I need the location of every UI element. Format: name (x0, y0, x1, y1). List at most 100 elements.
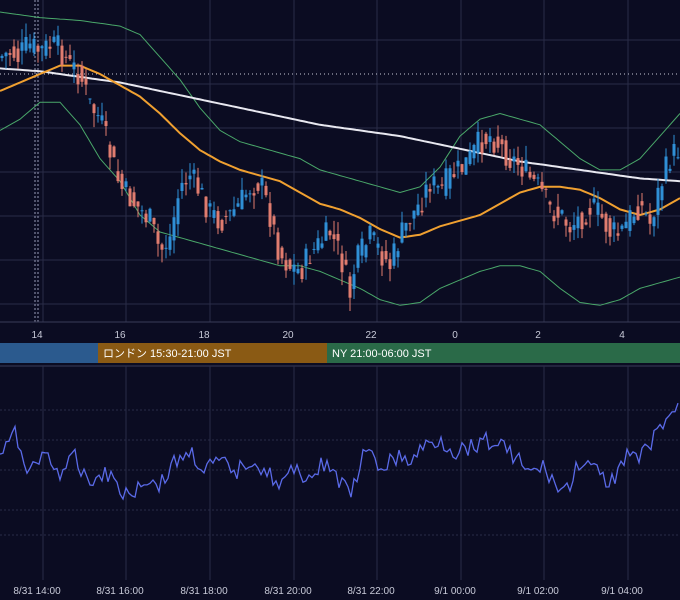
candle-body (72, 62, 76, 70)
candle-body (416, 204, 420, 216)
candle-body (672, 143, 676, 156)
oscillator-grid (0, 366, 680, 580)
candle-body (40, 46, 44, 49)
candle-body (44, 40, 48, 56)
candle-body (360, 238, 364, 256)
candle-body (500, 139, 504, 145)
candle-body (540, 181, 544, 190)
candle-body (520, 166, 524, 177)
candle-body (528, 171, 532, 178)
candle-body (240, 189, 244, 210)
candle-body (272, 216, 276, 225)
candle-body (484, 133, 488, 145)
x-axis-tick-label: 8/31 16:00 (96, 586, 144, 597)
session-segment (98, 343, 327, 363)
candle-body (372, 232, 376, 236)
session-segment (0, 343, 98, 363)
x-axis-tick-label: 8/31 22:00 (347, 586, 395, 597)
candle-body (108, 144, 112, 158)
candle-body (252, 193, 256, 196)
candle-body (636, 206, 640, 220)
candle-body (152, 217, 156, 225)
candle-body (472, 144, 476, 159)
candle-body (216, 211, 220, 229)
candle-body (664, 156, 668, 180)
candle-body (544, 188, 548, 190)
candle-body (572, 225, 576, 230)
candle-body (244, 194, 248, 198)
candle-body (568, 227, 572, 233)
candle-body (36, 45, 40, 52)
candle-body (536, 177, 540, 179)
candle-body (164, 247, 168, 249)
candle-body (584, 222, 588, 225)
candle-body (56, 35, 60, 46)
candle-body (448, 168, 452, 189)
x-axis-tick-label: 22 (365, 330, 377, 341)
bollinger-bands (0, 11, 680, 306)
x-axis-tick-label: 8/31 20:00 (264, 586, 312, 597)
candle-body (436, 185, 440, 188)
main-x-axis-ticks: 14 16 18 20 22 0 2 4 (31, 330, 625, 341)
candle-body (480, 142, 484, 154)
moving-average-short-line (0, 64, 680, 239)
session-segment (327, 343, 680, 363)
candle-body (384, 251, 388, 260)
candle-body (316, 238, 320, 251)
candle-body (324, 222, 328, 241)
candle-body (604, 213, 608, 232)
candle-body (12, 46, 16, 58)
moving-averages (0, 64, 680, 239)
candle-body (440, 184, 444, 186)
x-axis-tick-label: 14 (31, 330, 43, 341)
candle-body (652, 217, 656, 227)
candle-body (220, 219, 224, 231)
candle-body (356, 245, 360, 268)
candle-body (128, 188, 132, 207)
candle-body (276, 232, 280, 260)
candle-body (268, 203, 272, 227)
candle-body (184, 183, 188, 185)
candle-body (660, 186, 664, 201)
candle-body (524, 159, 528, 172)
candle-body (456, 160, 460, 167)
x-axis-tick-label: 18 (198, 330, 210, 341)
candle-body (300, 268, 304, 280)
candle-body (100, 115, 104, 121)
candle-body (452, 174, 456, 178)
candle-body (408, 223, 412, 225)
candle-body (516, 158, 520, 165)
candle-body (8, 53, 12, 55)
candle-body (412, 210, 416, 219)
candle-body (168, 236, 172, 250)
candle-body (208, 203, 212, 207)
candle-body (340, 253, 344, 273)
candle-body (224, 216, 228, 218)
candle-body (148, 208, 152, 222)
session-bar: ロンドン 15:30-21:00 JST NY 21:00-06:00 JST (0, 343, 680, 363)
candle-body (380, 251, 384, 266)
candle-body (616, 233, 620, 236)
candle-body (632, 216, 636, 224)
candle-body (508, 159, 512, 168)
candle-body (136, 201, 140, 207)
candle-body (460, 164, 464, 173)
x-axis-tick-label: 0 (452, 330, 458, 341)
candle-body (492, 141, 496, 153)
candle-body (0, 55, 4, 58)
candle-body (400, 222, 404, 243)
candle-body (504, 140, 508, 166)
candle-body (180, 182, 184, 192)
candle-body (120, 173, 124, 189)
candle-body (48, 46, 52, 49)
candle-body (16, 48, 20, 62)
candle-body (428, 189, 432, 192)
candle-body (92, 104, 96, 114)
candle-body (468, 150, 472, 165)
candle-body (348, 276, 352, 298)
candle-body (420, 210, 424, 213)
candle-body (312, 248, 316, 250)
candle-body (444, 168, 448, 196)
